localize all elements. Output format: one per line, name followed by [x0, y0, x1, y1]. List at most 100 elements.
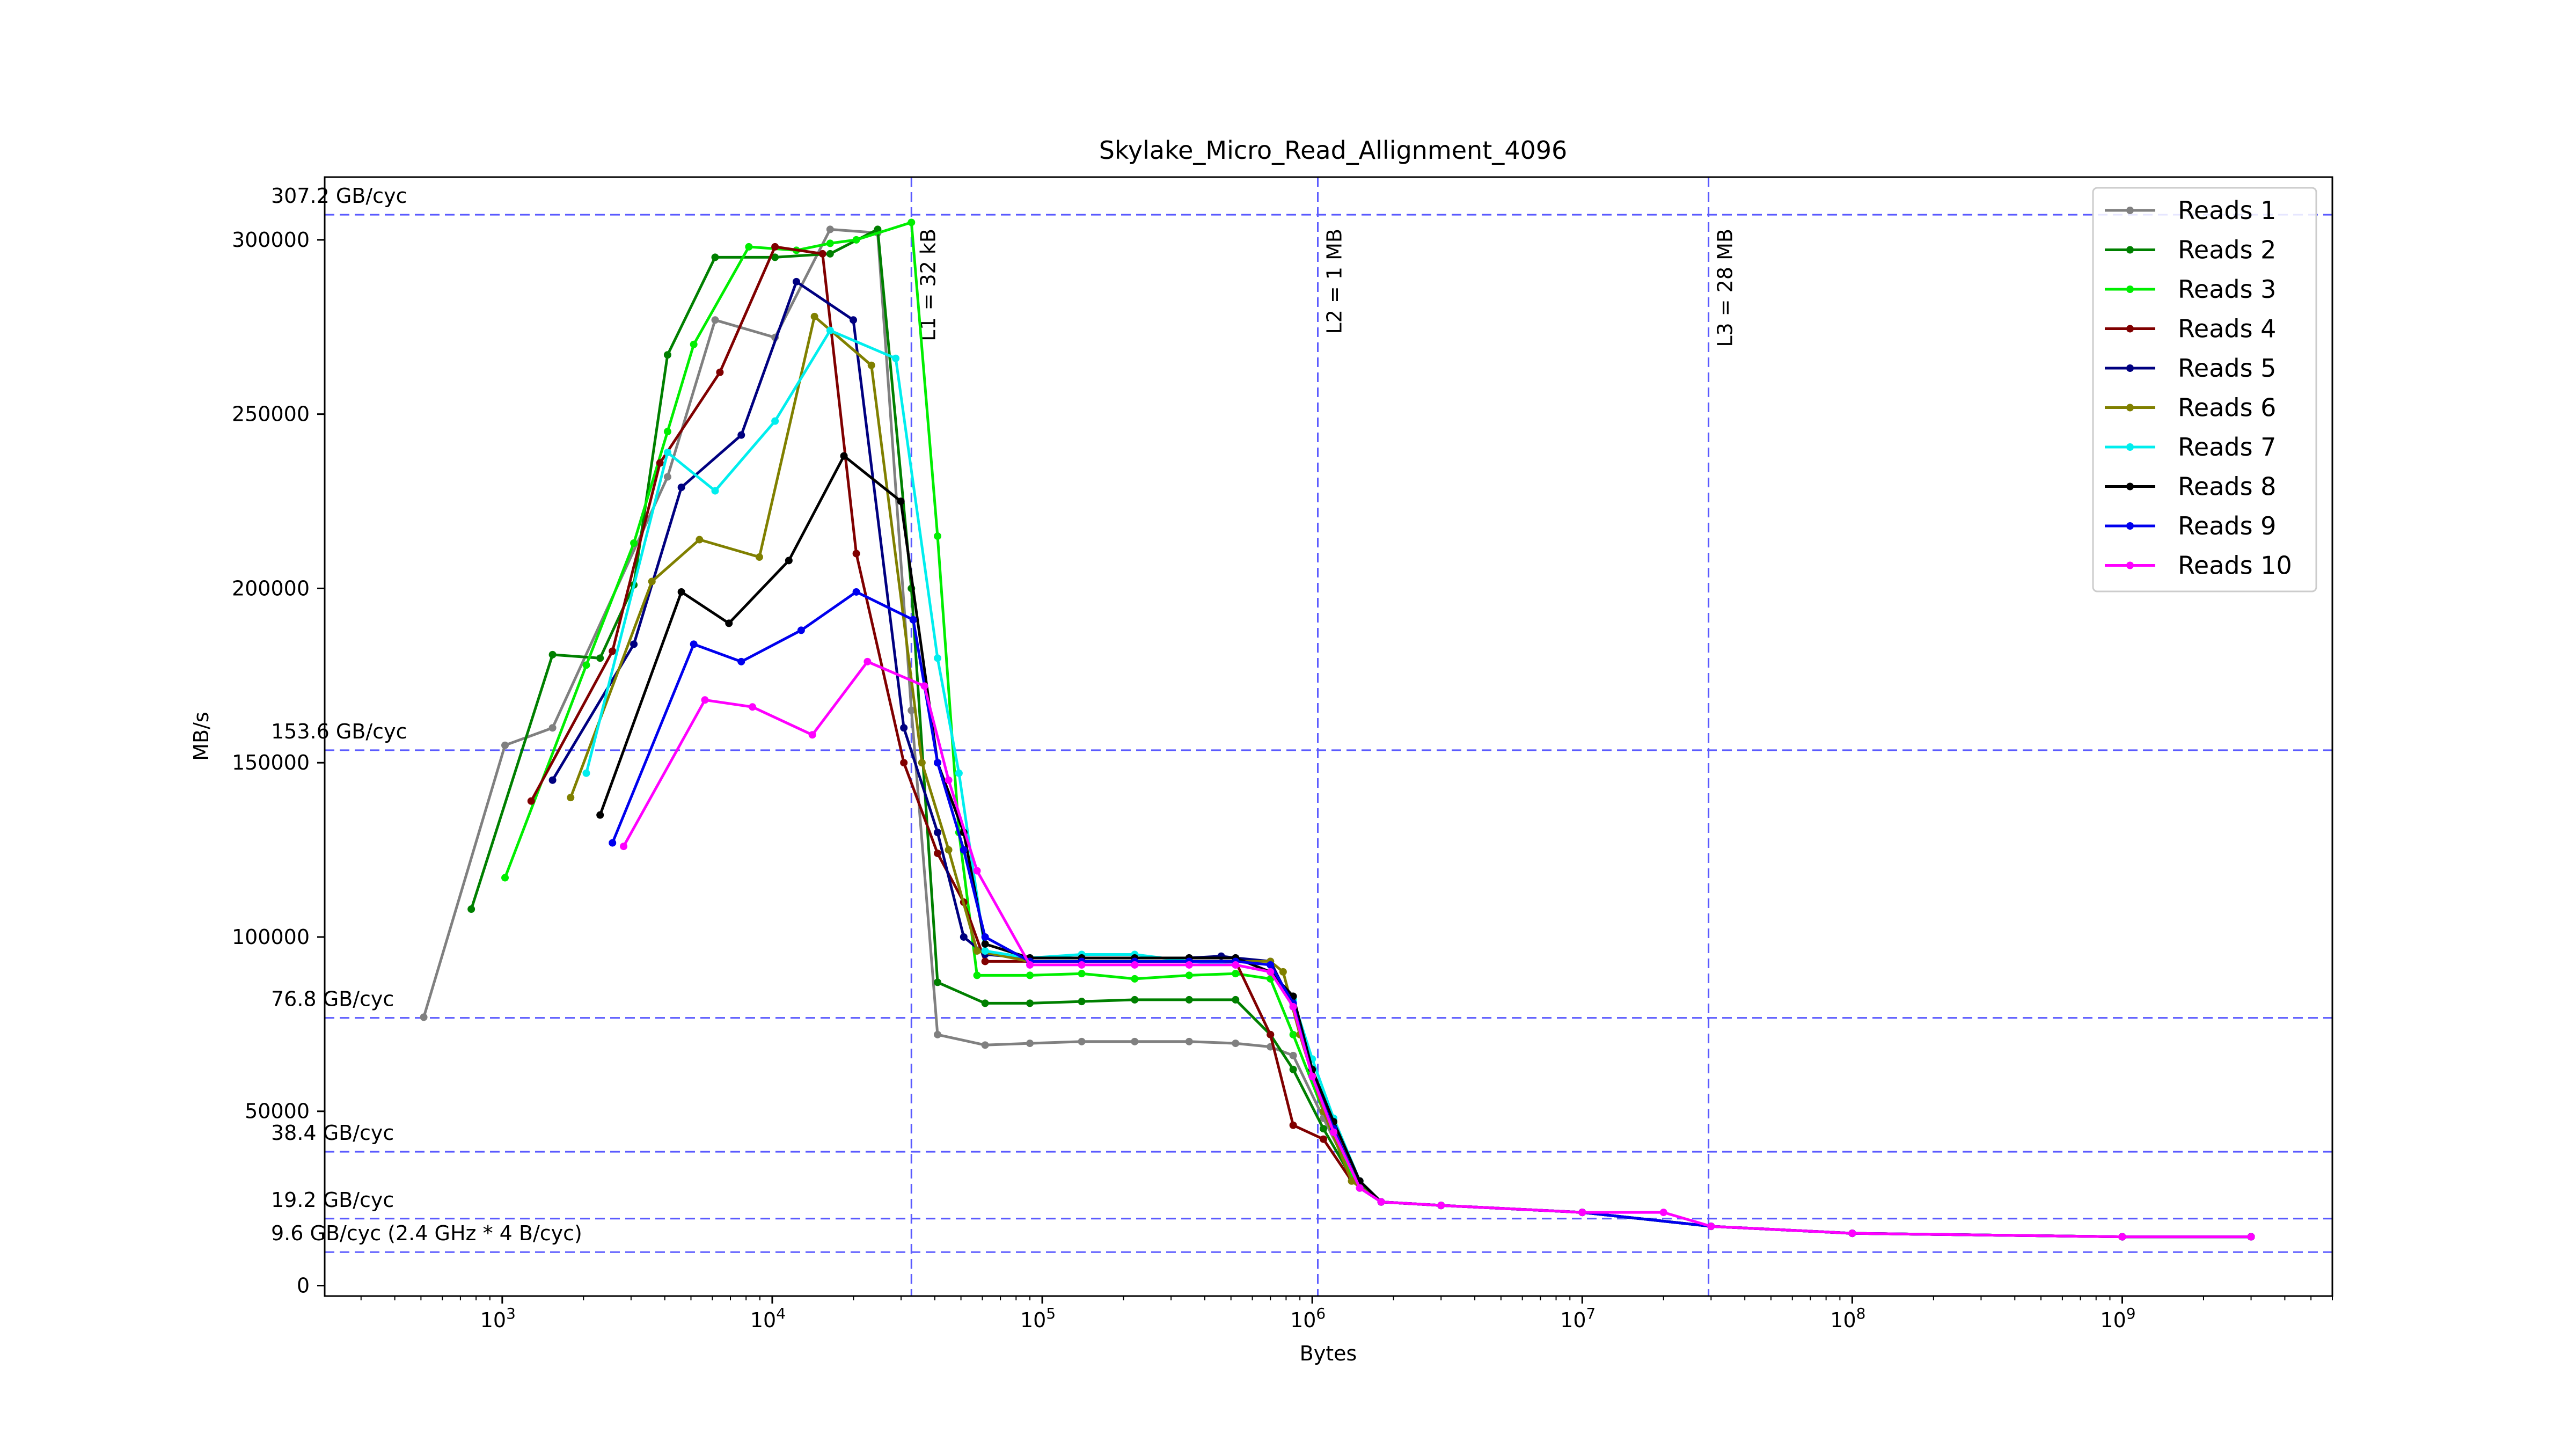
- reference-line-label: 307.2 GB/cyc: [271, 184, 407, 208]
- data-point: [1232, 961, 1240, 969]
- data-point: [897, 497, 905, 506]
- data-point: [1026, 999, 1034, 1007]
- y-tick-label: 150000: [232, 751, 310, 774]
- data-point: [1267, 968, 1275, 976]
- data-point: [2118, 1233, 2126, 1241]
- data-point: [716, 368, 724, 376]
- data-point: [1026, 971, 1034, 979]
- data-point: [663, 449, 671, 457]
- data-point: [771, 417, 779, 425]
- data-point: [785, 557, 793, 565]
- x-tick-label: 104: [750, 1305, 786, 1332]
- reference-line-label: 76.8 GB/cyc: [271, 987, 394, 1011]
- legend-label: Reads 9: [2178, 511, 2276, 540]
- legend-swatch-marker: [2126, 364, 2134, 372]
- data-point: [755, 553, 763, 561]
- x-axis: 103 104 105 106 107 108 109: [360, 1296, 2333, 1332]
- data-point: [973, 867, 981, 875]
- data-point: [1319, 1135, 1327, 1143]
- reference-lines: 307.2 GB/cyc 153.6 GB/cyc 76.8 GB/cyc 38.4 …: [271, 184, 2332, 1253]
- data-point: [1377, 1198, 1385, 1206]
- data-point: [920, 682, 928, 690]
- data-point: [852, 550, 860, 558]
- data-point: [1707, 1223, 1715, 1231]
- x-tick-base: 10: [2100, 1308, 2126, 1332]
- data-point: [711, 253, 719, 261]
- legend-entry: Reads 4: [2105, 314, 2276, 343]
- y-tick-label: 250000: [232, 402, 310, 426]
- series-reads-10: [620, 657, 2255, 1241]
- data-point: [1185, 996, 1193, 1004]
- x-tick-base: 10: [480, 1308, 506, 1332]
- data-point: [609, 647, 617, 655]
- cache-line-label: L2 = 1 MB: [1323, 229, 1346, 334]
- data-point: [826, 326, 834, 334]
- legend-entry: Reads 2: [2105, 236, 2276, 265]
- data-point: [648, 577, 656, 586]
- data-point: [850, 316, 858, 324]
- data-point: [596, 654, 604, 662]
- data-point: [909, 616, 917, 624]
- data-point: [1078, 1037, 1086, 1045]
- data-point: [1026, 1040, 1034, 1048]
- data-point: [826, 250, 834, 258]
- data-point: [467, 905, 475, 913]
- data-point: [656, 459, 664, 467]
- cache-size-lines: L1 = 32 kB L2 = 1 MB L3 = 28 MB: [910, 177, 1737, 1296]
- data-point: [960, 933, 968, 941]
- data-point: [1348, 1177, 1356, 1185]
- legend-swatch-marker: [2126, 561, 2134, 569]
- x-tick-exponent: 9: [2126, 1305, 2136, 1322]
- legend-label: Reads 3: [2178, 275, 2276, 304]
- series-reads-8: [596, 452, 2255, 1241]
- data-point: [1289, 1051, 1297, 1059]
- data-point: [567, 794, 575, 802]
- legend-entry: Reads 5: [2105, 354, 2276, 383]
- series-reads-1: [420, 225, 2255, 1241]
- data-point: [745, 243, 753, 251]
- data-point: [1330, 1128, 1338, 1136]
- series-reads-5: [548, 277, 2255, 1241]
- data-point: [582, 769, 590, 777]
- x-tick-base: 10: [750, 1308, 776, 1332]
- data-point: [1131, 961, 1139, 969]
- legend-entry: Reads 8: [2105, 472, 2276, 501]
- data-point: [900, 724, 908, 732]
- reference-line-label: 19.2 GB/cyc: [271, 1188, 394, 1212]
- legend-entry: Reads 9: [2105, 511, 2276, 540]
- data-point: [934, 978, 942, 986]
- data-point: [582, 661, 590, 669]
- x-tick-exponent: 8: [1856, 1305, 1866, 1322]
- reference-line-label: 38.4 GB/cyc: [271, 1121, 394, 1145]
- data-point: [1185, 961, 1193, 969]
- y-tick-label: 50000: [245, 1100, 310, 1123]
- data-point: [808, 731, 816, 739]
- x-tick-label: 108: [1830, 1305, 1865, 1332]
- data-point: [945, 846, 953, 854]
- reference-line-label: 9.6 GB/cyc (2.4 GHz * 4 B/cyc): [271, 1221, 582, 1245]
- series-line: [470, 228, 2251, 1239]
- x-tick-exponent: 4: [776, 1305, 786, 1322]
- data-point: [1185, 1037, 1193, 1045]
- data-point: [981, 999, 989, 1007]
- data-point: [981, 957, 989, 965]
- x-tick-label: 107: [1560, 1305, 1596, 1332]
- legend-entry: Reads 10: [2105, 551, 2292, 580]
- series-line: [422, 228, 2251, 1239]
- series-line: [569, 315, 2251, 1239]
- data-point: [501, 741, 509, 749]
- legend-swatch-marker: [2126, 207, 2134, 214]
- data-point: [792, 277, 800, 286]
- x-tick-exponent: 3: [506, 1305, 516, 1322]
- legend: Reads 1 Reads 2 Reads 3 Reads 4 Reads 5 Reads…: [2092, 187, 2317, 592]
- data-point: [548, 724, 557, 732]
- data-point: [620, 843, 628, 851]
- data-point: [1185, 971, 1193, 979]
- data-point: [1848, 1230, 1856, 1238]
- data-point: [981, 1041, 989, 1049]
- data-point: [908, 218, 916, 226]
- data-point: [527, 797, 535, 805]
- legend-label: Reads 2: [2178, 236, 2276, 265]
- y-tick-label: 300000: [232, 228, 310, 252]
- series-line: [611, 590, 2251, 1239]
